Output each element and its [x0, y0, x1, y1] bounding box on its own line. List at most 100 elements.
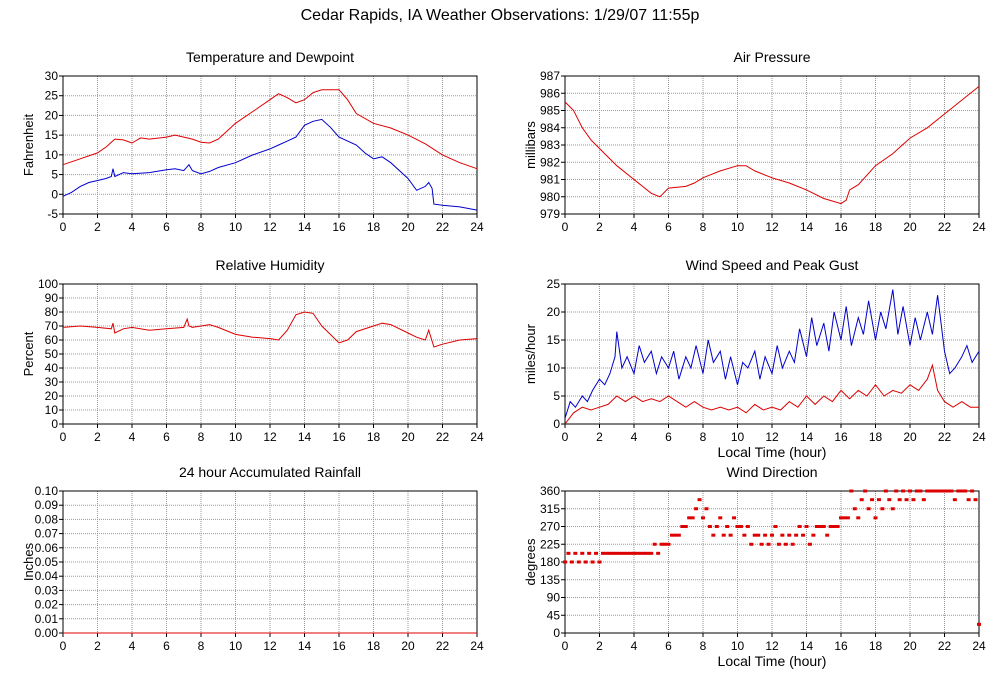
humidity-x-tick-label: 4 [129, 430, 136, 444]
temperature-x-tick-label: 0 [60, 220, 67, 234]
humidity-y-axis-label: Percent [21, 331, 36, 376]
pressure-y-tick-label: 980 [540, 190, 560, 204]
humidity-y-tick-label: 100 [38, 277, 58, 291]
wind_direction-point [828, 525, 833, 528]
wind_direction-point [632, 551, 636, 555]
temperature-x-tick-label: 22 [436, 220, 450, 234]
pressure-x-tick-label: 0 [562, 220, 569, 234]
rainfall-y-tick-label: 0.05 [35, 555, 59, 569]
temperature-y-tick-label: 25 [45, 89, 59, 103]
humidity-x-tick-label: 24 [470, 430, 484, 444]
humidity-x-tick-label: 10 [229, 430, 243, 444]
wind_direction-point [911, 498, 916, 502]
temperature-x-tick-label: 10 [229, 220, 243, 234]
temperature-y-tick-label: 15 [45, 128, 59, 142]
rainfall-x-tick-label: 12 [263, 639, 277, 653]
wind_direction-point [963, 489, 968, 493]
wind_direction-point [628, 551, 633, 555]
wind_direction-point [721, 533, 726, 537]
wind_speed-y-axis-label: miles/hour [523, 323, 538, 384]
wind_direction-point [952, 498, 957, 502]
rainfall-x-tick-label: 16 [332, 639, 346, 653]
wind_direction-y-tick-label: 45 [547, 608, 561, 622]
wind_direction-point [735, 525, 740, 528]
wind_direction-point [770, 533, 774, 537]
wind_direction-point [563, 560, 567, 564]
wind_direction-point [918, 489, 923, 493]
humidity-chart-title: Relative Humidity [216, 257, 325, 273]
pressure-x-tick-label: 14 [800, 220, 814, 234]
wind_direction-point [656, 551, 661, 555]
temperature-x-tick-label: 4 [129, 220, 136, 234]
wind_speed-x-tick-label: 14 [800, 430, 814, 444]
humidity-y-tick-label: 60 [45, 333, 59, 347]
wind_direction-point [749, 542, 754, 546]
wind_direction-point [942, 489, 947, 493]
pressure-y-axis-label: millibars [523, 121, 538, 169]
wind_direction-point [718, 516, 723, 520]
wind_direction-point [645, 551, 650, 555]
rainfall-chart-title: 24 hour Accumulated Rainfall [179, 464, 361, 480]
wind_direction-point [870, 498, 875, 502]
wind_direction-point [666, 542, 671, 546]
wind_direction-point [818, 525, 823, 528]
wind_direction-point [573, 551, 578, 555]
pressure-x-tick-label: 12 [765, 220, 779, 234]
wind_direction-x-tick-label: 24 [972, 639, 986, 653]
wind_direction-point [883, 489, 888, 493]
rainfall-x-tick-label: 4 [129, 639, 136, 653]
wind_speed-x-axis-label: Local Time (hour) [718, 444, 827, 460]
pressure-y-tick-label: 984 [540, 121, 560, 135]
wind_direction-point [649, 551, 654, 555]
wind_direction-point [604, 551, 609, 555]
wind_direction-chart-title: Wind Direction [726, 464, 817, 480]
wind_speed-x-tick-label: 4 [631, 430, 638, 444]
wind_direction-point [732, 516, 737, 520]
wind_direction-point [939, 489, 944, 493]
temperature-x-tick-label: 24 [470, 220, 484, 234]
rainfall-x-tick-label: 24 [470, 639, 484, 653]
rainfall-y-tick-label: 0.04 [35, 569, 59, 583]
temperature-series-line-1 [62, 118, 478, 211]
wind_direction-point [897, 498, 902, 502]
wind_direction-point [728, 533, 733, 537]
rainfall-x-tick-label: 8 [198, 639, 205, 653]
wind_direction-point [908, 489, 912, 493]
wind_direction-x-tick-label: 18 [869, 639, 883, 653]
wind_direction-point [676, 533, 681, 537]
wind_speed-x-tick-label: 18 [869, 430, 883, 444]
wind_direction-point [683, 525, 688, 528]
wind_speed-x-tick-label: 22 [938, 430, 952, 444]
wind_speed-x-tick-label: 16 [834, 430, 848, 444]
humidity-x-tick-label: 0 [60, 430, 67, 444]
humidity-x-tick-label: 6 [163, 430, 170, 444]
humidity-x-tick-label: 18 [367, 430, 381, 444]
pressure-y-tick-label: 982 [540, 155, 560, 169]
wind_direction-x-tick-label: 8 [700, 639, 707, 653]
wind_direction-x-tick-label: 2 [596, 639, 603, 653]
wind_direction-point [932, 489, 937, 493]
wind_direction-point [956, 489, 961, 493]
pressure-y-tick-label: 987 [540, 69, 560, 83]
rainfall-x-tick-label: 20 [401, 639, 415, 653]
wind_direction-point [738, 525, 743, 528]
wind_speed-x-tick-label: 10 [731, 430, 745, 444]
wind_speed-x-tick-label: 2 [596, 430, 603, 444]
wind_direction-point [966, 498, 971, 502]
humidity-y-tick-label: 0 [51, 417, 58, 431]
wind_direction-point [801, 533, 806, 537]
temperature-y-tick-label: 30 [45, 69, 59, 83]
humidity-y-tick-label: 40 [45, 361, 59, 375]
wind_direction-point [697, 498, 702, 502]
temperature-y-tick-label: 5 [51, 168, 58, 182]
rainfall-y-tick-label: 0.02 [35, 598, 59, 612]
wind_direction-x-tick-label: 6 [665, 639, 672, 653]
wind_speed-y-tick-label: 5 [553, 389, 560, 403]
temperature-chart-title: Temperature and Dewpoint [186, 49, 354, 65]
pressure-y-tick-label: 979 [540, 207, 560, 221]
humidity-x-tick-label: 20 [401, 430, 415, 444]
wind_speed-series-line-1 [564, 363, 979, 425]
wind_direction-point [745, 525, 750, 528]
wind_direction-point [704, 507, 709, 511]
wind_direction-point [694, 507, 699, 511]
